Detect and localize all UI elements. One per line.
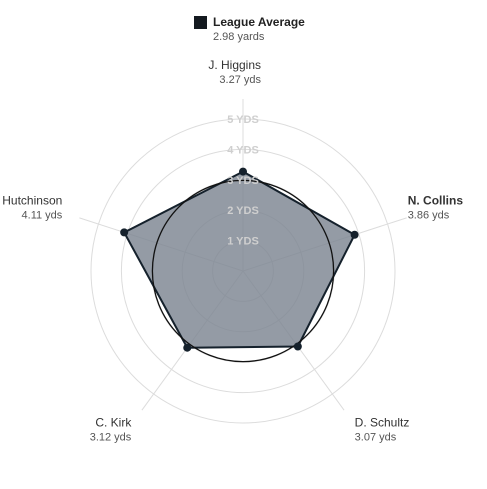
axis-label-name: J. Higgins xyxy=(208,58,261,72)
ring-label: 4 YDS xyxy=(227,144,259,156)
axis-label-value: 3.07 yds xyxy=(355,432,397,444)
ring-label: 5 YDS xyxy=(227,114,259,126)
axis-label-value: 3.86 yds xyxy=(408,209,450,221)
axis-label-name: N. Collins xyxy=(408,193,464,207)
axis-label-name: C. Kirk xyxy=(95,416,132,430)
axis-label-value: 3.27 yds xyxy=(219,74,261,86)
axis-label-name: D. Schultz xyxy=(355,416,410,430)
legend-label: League Average xyxy=(213,15,305,29)
data-point xyxy=(350,230,359,239)
legend-swatch xyxy=(194,16,207,29)
data-point xyxy=(293,342,302,351)
ring-label: 2 YDS xyxy=(227,205,259,217)
data-polygon xyxy=(123,170,356,349)
league-average-circle xyxy=(151,179,335,363)
axis-label-value: 3.12 yds xyxy=(90,432,132,444)
data-point xyxy=(120,228,129,237)
ring-label: 3 YDS xyxy=(227,175,259,187)
axis-label-value: 4.11 yds xyxy=(22,209,63,221)
axis-label-name: Hutchinson xyxy=(2,193,62,207)
ring-label: 1 YDS xyxy=(227,236,259,248)
data-point xyxy=(239,167,247,176)
data-point xyxy=(183,343,192,352)
legend-value: 2.98 yards xyxy=(213,31,265,43)
